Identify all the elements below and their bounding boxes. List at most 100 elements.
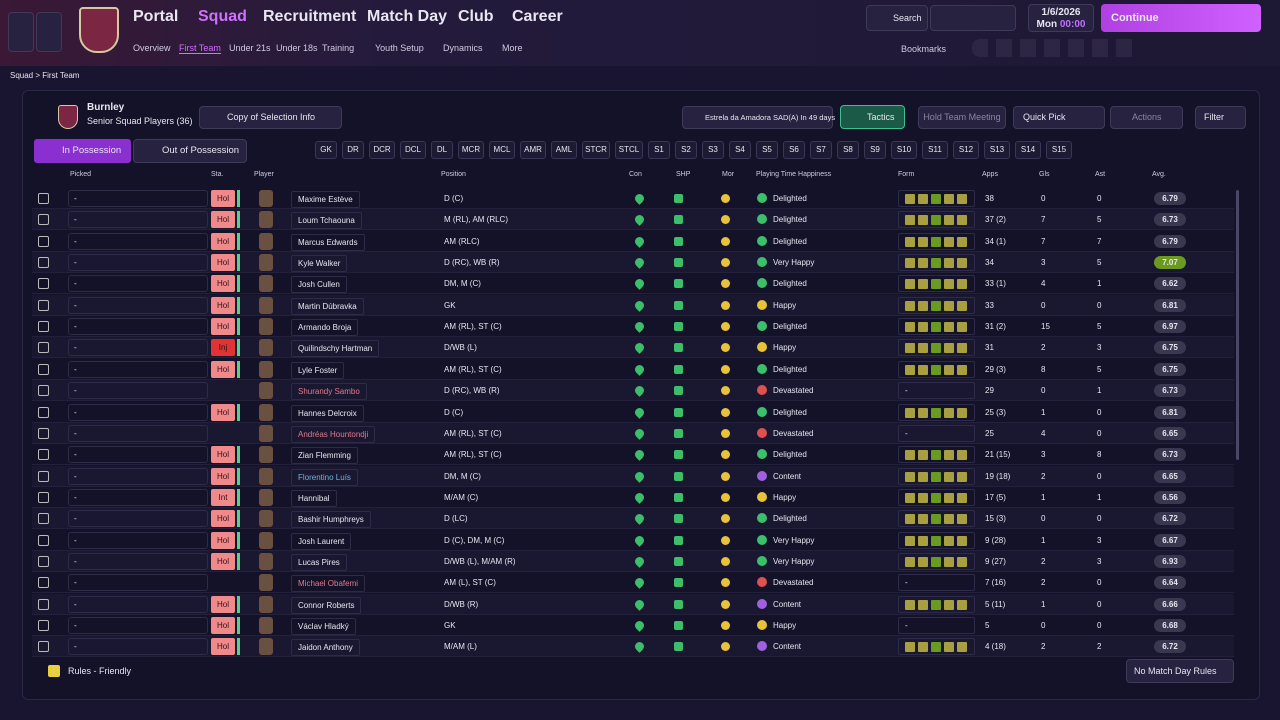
player-row[interactable]: - Int Hannibal M/AM (C) Happy 17 (5) 1 1 6.56 xyxy=(32,486,1234,508)
checkbox[interactable] xyxy=(38,406,49,418)
column-header[interactable]: Apps xyxy=(982,171,998,178)
checkbox[interactable] xyxy=(38,641,49,653)
player-row[interactable]: - Hol Václav Hladký GK Happy - 5 0 0 6.68 xyxy=(32,615,1234,636)
position-button[interactable]: S3 xyxy=(702,141,724,159)
position-button[interactable]: MCL xyxy=(489,141,515,159)
player-row[interactable]: - Hol Lyle Foster AM (RL), ST (C) Delighted 2… xyxy=(32,358,1234,380)
position-button[interactable]: STCL xyxy=(615,141,643,159)
actions-button[interactable]: Actions xyxy=(1110,106,1183,129)
player-name[interactable]: Florentino Luís xyxy=(291,468,358,486)
position-button[interactable]: S6 xyxy=(783,141,805,159)
player-row[interactable]: - Hol Connor Roberts D/WB (R) Content 5 (11) 1… xyxy=(32,593,1234,615)
crumb[interactable]: Squad xyxy=(10,71,34,80)
nav-item[interactable]: Portal xyxy=(133,8,179,25)
player-name[interactable]: Lyle Foster xyxy=(291,361,345,379)
player-row[interactable]: - Hol Zian Flemming AM (RL), ST (C) Delighte… xyxy=(32,444,1234,466)
club-crest[interactable] xyxy=(79,7,119,53)
bookmarks[interactable]: Bookmarks xyxy=(901,44,947,54)
checkbox[interactable] xyxy=(38,427,49,439)
column-header[interactable]: Ast xyxy=(1095,171,1106,178)
player-name[interactable]: Martin Dúbravka xyxy=(291,297,364,315)
picked-select[interactable] xyxy=(68,254,208,272)
player-row[interactable]: - Hol Jaidon Anthony M/AM (L) Content 4 (18) 2… xyxy=(32,636,1234,658)
column-header[interactable]: Con xyxy=(629,171,642,178)
position-button[interactable]: S13 xyxy=(984,141,1010,159)
player-name[interactable]: Marcus Edwards xyxy=(291,233,365,251)
picked-select[interactable] xyxy=(68,531,208,549)
player-name[interactable]: Zian Flemming xyxy=(291,447,358,465)
position-button[interactable]: S7 xyxy=(810,141,832,159)
player-row[interactable]: - Hol Maxime Estève D (C) Delighted 38 0 0 6.79 xyxy=(32,188,1234,209)
player-name[interactable]: Jaidon Anthony xyxy=(291,639,360,657)
picked-select[interactable] xyxy=(68,424,208,442)
checkbox[interactable] xyxy=(38,363,49,375)
in-possession-tab[interactable]: In Possession xyxy=(34,139,131,163)
view-select[interactable]: Copy of Selection Info xyxy=(199,106,342,129)
back-button[interactable] xyxy=(8,12,34,52)
player-name[interactable]: Hannes Delcroix xyxy=(291,404,364,422)
position-button[interactable]: DL xyxy=(431,141,453,159)
position-button[interactable]: AML xyxy=(551,141,577,159)
picked-select[interactable] xyxy=(68,211,208,229)
player-row[interactable]: - Hol Loum Tchaouna M (RL), AM (RLC) Delight… xyxy=(32,209,1234,231)
player-name[interactable]: Armando Broja xyxy=(291,319,359,337)
position-button[interactable]: S4 xyxy=(729,141,751,159)
nav-item[interactable]: Match Day xyxy=(367,8,448,25)
out-possession-tab[interactable]: Out of Possession xyxy=(133,139,247,163)
nav-item[interactable]: Squad xyxy=(198,8,247,25)
picked-select[interactable] xyxy=(68,339,208,357)
player-row[interactable]: - Michael Obafemi AM (L), ST (C) Devastated… xyxy=(32,572,1234,594)
sub-nav-item[interactable]: Overview xyxy=(133,43,171,53)
column-header[interactable]: Form xyxy=(898,171,915,178)
picked-select[interactable] xyxy=(68,617,208,634)
position-button[interactable]: S10 xyxy=(891,141,917,159)
picked-select[interactable] xyxy=(68,275,208,293)
player-row[interactable]: - Shurandy Sambo D (RC), WB (R) Devastated -… xyxy=(32,380,1234,402)
player-row[interactable]: - Hol Armando Broja AM (RL), ST (C) Delighte… xyxy=(32,316,1234,338)
picked-select[interactable] xyxy=(68,446,208,464)
player-row[interactable]: - Hol Josh Laurent D (C), DM, M (C) Very Hap… xyxy=(32,529,1234,551)
quick-pick[interactable]: Quick Pick xyxy=(1013,106,1105,129)
checkbox[interactable] xyxy=(38,299,49,311)
checkbox[interactable] xyxy=(38,513,49,525)
sub-nav-item[interactable]: First Team xyxy=(179,43,221,54)
continue-button[interactable]: Continue xyxy=(1101,4,1261,32)
column-header[interactable]: Avg. xyxy=(1152,171,1166,178)
checkbox[interactable] xyxy=(38,620,49,631)
player-row[interactable]: - Andréas Hountondji AM (RL), ST (C) Devast… xyxy=(32,422,1234,444)
column-header[interactable]: SHP xyxy=(676,171,691,178)
player-name[interactable]: Václav Hladký xyxy=(291,618,356,635)
player-name[interactable]: Michael Obafemi xyxy=(291,575,366,593)
checkbox[interactable] xyxy=(38,257,49,269)
filter-button[interactable]: Filter xyxy=(1195,106,1246,129)
sub-nav-item[interactable]: Training xyxy=(322,43,355,53)
picked-select[interactable] xyxy=(68,190,208,207)
search-button[interactable]: Search xyxy=(866,5,928,31)
sub-nav-item[interactable]: Dynamics xyxy=(443,43,483,53)
position-button[interactable]: S2 xyxy=(675,141,697,159)
sub-nav-item[interactable]: Youth Setup xyxy=(375,43,424,53)
player-name[interactable]: Josh Laurent xyxy=(291,532,352,550)
player-row[interactable]: - Inj Quilindschy Hartman D/WB (L) Happy 31 2 3… xyxy=(32,337,1234,359)
position-button[interactable]: DCL xyxy=(400,141,426,159)
checkbox[interactable] xyxy=(38,555,49,567)
picked-select[interactable] xyxy=(68,638,208,656)
player-name[interactable]: Josh Cullen xyxy=(291,276,347,294)
sub-nav-item[interactable]: More xyxy=(502,43,523,53)
checkbox[interactable] xyxy=(38,598,49,610)
player-name[interactable]: Shurandy Sambo xyxy=(291,383,367,401)
nav-item[interactable]: Career xyxy=(512,8,563,25)
player-name[interactable]: Quilindschy Hartman xyxy=(291,340,380,358)
checkbox[interactable] xyxy=(38,235,49,247)
picked-select[interactable] xyxy=(68,403,208,421)
column-header[interactable]: Position xyxy=(441,171,466,178)
next-match[interactable]: Estrela da Amadora SAD(A) In 49 days xyxy=(682,106,835,129)
player-name[interactable]: Kyle Walker xyxy=(291,255,348,273)
position-button[interactable]: S11 xyxy=(922,141,948,159)
nav-item[interactable]: Recruitment xyxy=(263,8,357,25)
checkbox[interactable] xyxy=(38,321,49,333)
position-button[interactable]: S15 xyxy=(1046,141,1072,159)
picked-select[interactable] xyxy=(68,595,208,613)
checkbox[interactable] xyxy=(38,193,49,204)
position-button[interactable]: GK xyxy=(315,141,337,159)
